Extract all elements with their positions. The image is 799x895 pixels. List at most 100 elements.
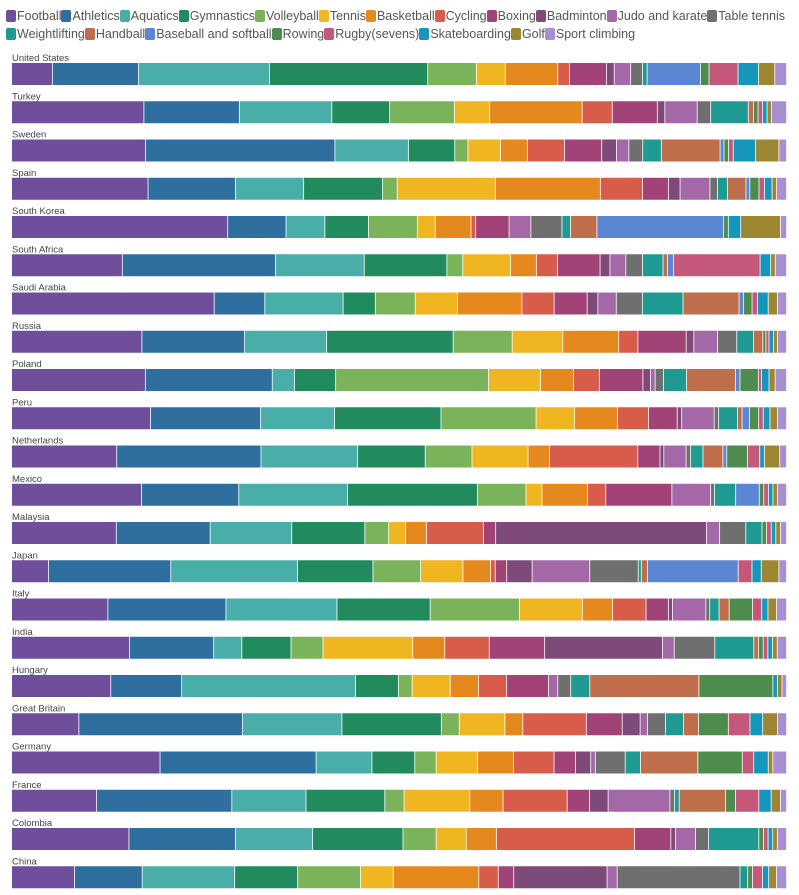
bar-segment[interactable] xyxy=(275,254,364,277)
bar-segment[interactable] xyxy=(512,330,563,353)
bar-segment[interactable] xyxy=(640,751,698,774)
bar-segment[interactable] xyxy=(573,369,599,391)
bar-segment[interactable] xyxy=(12,636,130,659)
bar-segment[interactable] xyxy=(145,369,272,391)
bar-segment[interactable] xyxy=(776,866,787,889)
bar-segment[interactable] xyxy=(763,636,768,659)
bar-segment[interactable] xyxy=(269,63,428,85)
bar-segment[interactable] xyxy=(496,828,635,850)
bar-segment[interactable] xyxy=(710,598,719,621)
bar-segment[interactable] xyxy=(683,713,699,736)
bar-segment[interactable] xyxy=(775,63,787,85)
bar-segment[interactable] xyxy=(463,560,491,583)
bar-segment[interactable] xyxy=(142,866,235,889)
bar-segment[interactable] xyxy=(445,636,489,659)
bar-segment[interactable] xyxy=(242,713,342,736)
bar-segment[interactable] xyxy=(674,254,760,277)
bar-segment[interactable] xyxy=(662,636,674,659)
legend-item[interactable]: Tennis xyxy=(318,8,366,24)
bar-segment[interactable] xyxy=(754,636,759,659)
bar-segment[interactable] xyxy=(294,369,336,391)
bar-segment[interactable] xyxy=(647,713,666,736)
bar-segment[interactable] xyxy=(210,522,292,544)
bar-segment[interactable] xyxy=(769,330,774,353)
bar-segment[interactable] xyxy=(430,598,520,621)
bar-segment[interactable] xyxy=(558,63,570,85)
bar-segment[interactable] xyxy=(780,522,787,544)
bar-segment[interactable] xyxy=(777,828,787,850)
bar-segment[interactable] xyxy=(714,483,736,506)
bar-segment[interactable] xyxy=(614,63,631,85)
bar-segment[interactable] xyxy=(728,713,750,736)
bar-segment[interactable] xyxy=(261,407,335,430)
bar-segment[interactable] xyxy=(612,101,657,124)
bar-segment[interactable] xyxy=(768,292,777,315)
bar-segment[interactable] xyxy=(634,828,671,850)
bar-segment[interactable] xyxy=(108,598,226,621)
bar-segment[interactable] xyxy=(327,330,453,353)
bar-segment[interactable] xyxy=(476,63,505,85)
bar-segment[interactable] xyxy=(768,598,777,621)
bar-segment[interactable] xyxy=(261,445,358,468)
bar-segment[interactable] xyxy=(758,636,763,659)
bar-segment[interactable] xyxy=(272,369,294,391)
bar-segment[interactable] xyxy=(477,483,526,506)
bar-segment[interactable] xyxy=(393,866,479,889)
bar-segment[interactable] xyxy=(728,139,733,162)
bar-segment[interactable] xyxy=(373,560,421,583)
bar-segment[interactable] xyxy=(617,407,649,430)
bar-segment[interactable] xyxy=(586,713,622,736)
bar-segment[interactable] xyxy=(729,598,753,621)
bar-segment[interactable] xyxy=(736,483,759,506)
legend-item[interactable]: Cycling xyxy=(434,8,487,24)
bar-segment[interactable] xyxy=(523,713,586,736)
bar-segment[interactable] xyxy=(590,560,638,583)
bar-segment[interactable] xyxy=(727,445,748,468)
bar-segment[interactable] xyxy=(542,483,588,506)
bar-segment[interactable] xyxy=(505,713,523,736)
bar-segment[interactable] xyxy=(468,139,501,162)
bar-segment[interactable] xyxy=(752,598,762,621)
bar-segment[interactable] xyxy=(739,292,744,315)
bar-segment[interactable] xyxy=(771,789,781,812)
bar-segment[interactable] xyxy=(629,139,643,162)
bar-segment[interactable] xyxy=(358,445,425,468)
bar-segment[interactable] xyxy=(642,177,669,200)
bar-segment[interactable] xyxy=(720,139,724,162)
bar-segment[interactable] xyxy=(758,369,761,391)
bar-segment[interactable] xyxy=(674,636,715,659)
bar-segment[interactable] xyxy=(613,598,646,621)
bar-segment[interactable] xyxy=(129,636,214,659)
bar-segment[interactable] xyxy=(398,675,412,697)
legend-item[interactable]: Rugby(sevens) xyxy=(324,26,419,42)
bar-segment[interactable] xyxy=(760,445,764,468)
bar-segment[interactable] xyxy=(558,675,571,697)
bar-segment[interactable] xyxy=(96,789,232,812)
bar-segment[interactable] xyxy=(762,598,768,621)
bar-segment[interactable] xyxy=(421,560,463,583)
bar-segment[interactable] xyxy=(698,751,742,774)
bar-segment[interactable] xyxy=(763,407,770,430)
bar-segment[interactable] xyxy=(719,598,729,621)
bar-segment[interactable] xyxy=(436,828,466,850)
bar-segment[interactable] xyxy=(598,292,616,315)
bar-segment[interactable] xyxy=(214,636,242,659)
bar-segment[interactable] xyxy=(489,636,545,659)
bar-segment[interactable] xyxy=(682,407,714,430)
bar-segment[interactable] xyxy=(298,560,373,583)
bar-segment[interactable] xyxy=(52,63,139,85)
bar-segment[interactable] xyxy=(608,789,670,812)
bar-segment[interactable] xyxy=(292,522,365,544)
bar-segment[interactable] xyxy=(562,216,571,238)
bar-segment[interactable] xyxy=(752,560,761,583)
bar-segment[interactable] xyxy=(587,483,606,506)
bar-segment[interactable] xyxy=(141,483,239,506)
bar-segment[interactable] xyxy=(674,789,679,812)
bar-segment[interactable] xyxy=(647,560,738,583)
bar-segment[interactable] xyxy=(476,216,509,238)
bar-segment[interactable] xyxy=(304,177,383,200)
bar-segment[interactable] xyxy=(728,216,741,238)
bar-segment[interactable] xyxy=(563,330,619,353)
bar-segment[interactable] xyxy=(780,445,787,468)
bar-segment[interactable] xyxy=(718,177,728,200)
